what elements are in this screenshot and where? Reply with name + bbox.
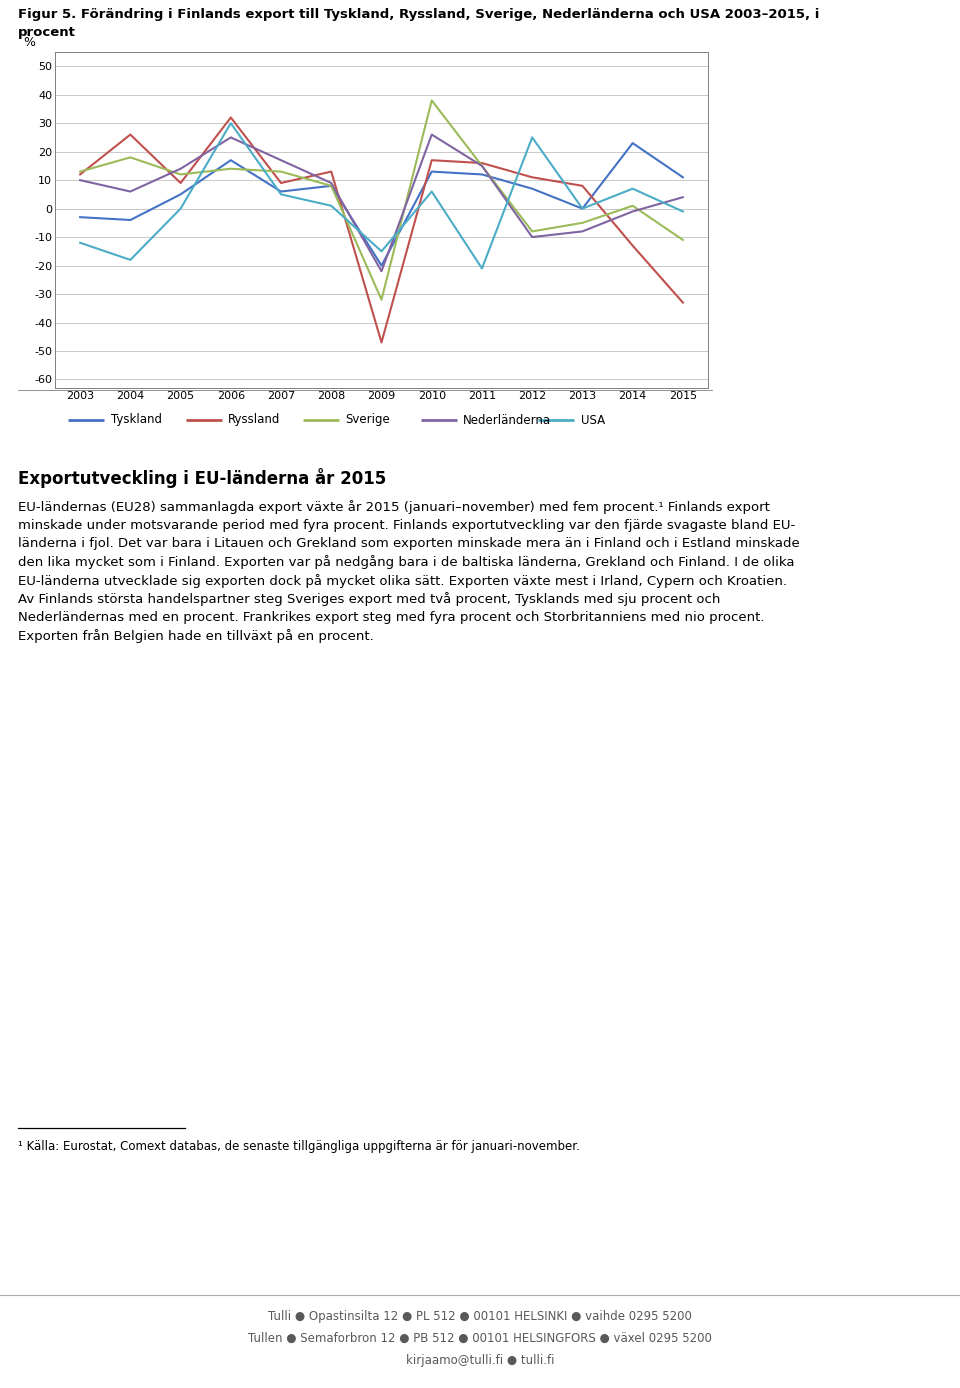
Text: Exportutveckling i EU-länderna år 2015: Exportutveckling i EU-länderna år 2015 — [18, 468, 386, 489]
Text: Tullen ● Semaforbron 12 ● PB 512 ● 00101 HELSINGFORS ● växel 0295 5200: Tullen ● Semaforbron 12 ● PB 512 ● 00101… — [248, 1332, 712, 1345]
Text: Tulli ● Opastinsilta 12 ● PL 512 ● 00101 HELSINKI ● vaihde 0295 5200: Tulli ● Opastinsilta 12 ● PL 512 ● 00101… — [268, 1310, 692, 1323]
Text: Figur 5. Förändring i Finlands export till Tyskland, Ryssland, Sverige, Nederlän: Figur 5. Förändring i Finlands export ti… — [18, 8, 820, 21]
Text: den lika mycket som i Finland. Exporten var på nedgång bara i de baltiska länder: den lika mycket som i Finland. Exporten … — [18, 555, 795, 569]
Text: procent: procent — [18, 26, 76, 39]
Text: Tyskland: Tyskland — [110, 414, 161, 426]
Text: Sverige: Sverige — [346, 414, 391, 426]
Text: Exporten från Belgien hade en tillväxt på en procent.: Exporten från Belgien hade en tillväxt p… — [18, 630, 373, 644]
Text: EU-ländernas (EU28) sammanlagda export växte år 2015 (januari–november) med fem : EU-ländernas (EU28) sammanlagda export v… — [18, 500, 770, 514]
Text: ¹ Källa: Eurostat, Comext databas, de senaste tillgängliga uppgifterna är för ja: ¹ Källa: Eurostat, Comext databas, de se… — [18, 1140, 580, 1153]
Text: Nederländernas med en procent. Frankrikes export steg med fyra procent och Storb: Nederländernas med en procent. Frankrike… — [18, 611, 764, 625]
Text: Nederländerna: Nederländerna — [463, 414, 551, 426]
Text: minskade under motsvarande period med fyra procent. Finlands exportutveckling va: minskade under motsvarande period med fy… — [18, 519, 795, 532]
Text: Av Finlands största handelspartner steg Sveriges export med två procent, Tysklan: Av Finlands största handelspartner steg … — [18, 593, 720, 607]
Text: USA: USA — [581, 414, 605, 426]
Text: kirjaamo@tulli.fi ● tulli.fi: kirjaamo@tulli.fi ● tulli.fi — [406, 1355, 554, 1367]
Text: %: % — [23, 36, 35, 49]
Text: Ryssland: Ryssland — [228, 414, 280, 426]
Text: EU-länderna utvecklade sig exporten dock på mycket olika sätt. Exporten växte me: EU-länderna utvecklade sig exporten dock… — [18, 575, 787, 589]
Text: länderna i fjol. Det var bara i Litauen och Grekland som exporten minskade mera : länderna i fjol. Det var bara i Litauen … — [18, 537, 800, 550]
